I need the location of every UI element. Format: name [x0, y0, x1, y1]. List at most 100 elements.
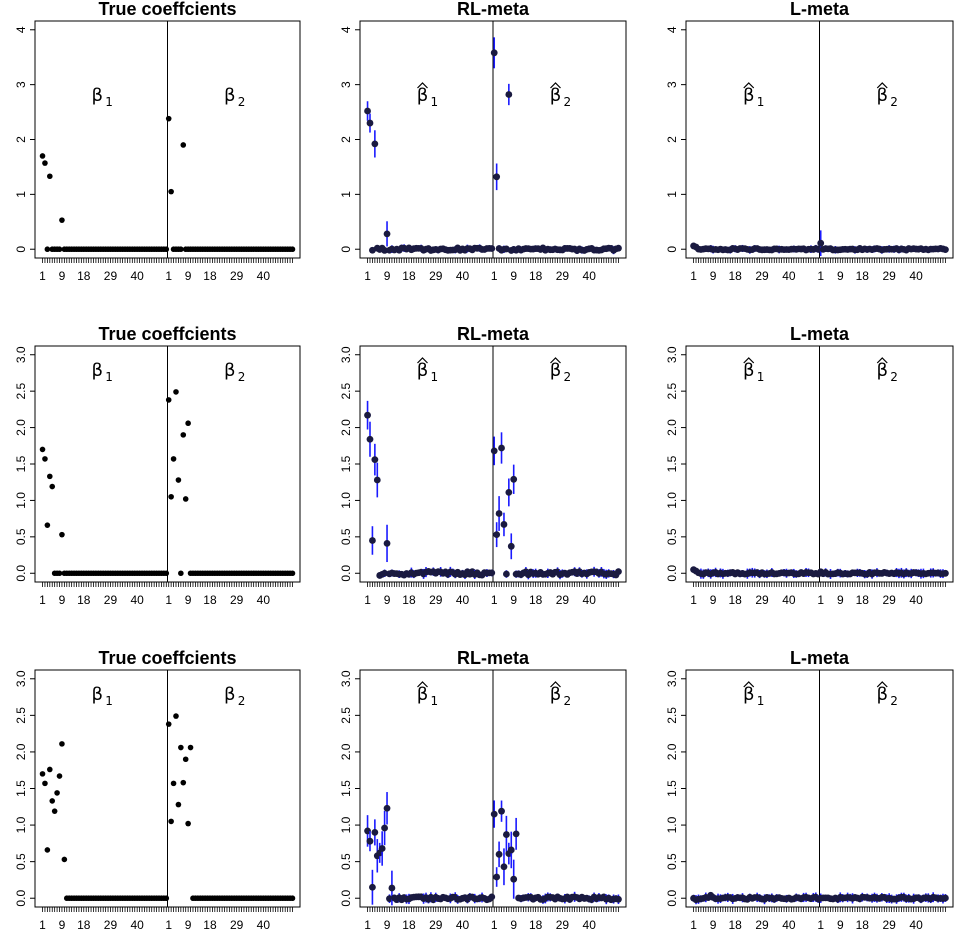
- y-tick-label: 2: [339, 136, 353, 143]
- estimate-point: [383, 230, 391, 238]
- y-tick-label: 1: [665, 191, 679, 198]
- x-tick-label: 40: [782, 269, 796, 283]
- coefficient-point: [42, 160, 48, 166]
- hat-icon: [417, 82, 428, 89]
- hat-icon: [417, 357, 428, 364]
- x-tick-label: 1: [39, 918, 46, 932]
- estimate-point: [615, 244, 622, 252]
- estimate-point: [500, 521, 508, 528]
- coefficient-point: [44, 847, 51, 853]
- x-tick-label: 9: [837, 269, 844, 283]
- coefficient-point: [47, 173, 53, 180]
- svg-text:2: 2: [890, 694, 898, 708]
- x-tick-label: 29: [755, 593, 769, 607]
- panel-title: L-meta: [790, 324, 850, 344]
- x-tick-label: 18: [77, 593, 91, 607]
- y-tick-label: 0.5: [665, 528, 679, 545]
- svg-text:β: β: [417, 85, 429, 106]
- svg-text:β: β: [877, 684, 889, 705]
- coefficient-point: [165, 397, 172, 403]
- coefficient-point: [289, 895, 296, 902]
- y-tick-label: 1.0: [339, 816, 353, 833]
- svg-text:1: 1: [431, 694, 439, 708]
- y-tick-label: 0.5: [339, 528, 353, 545]
- estimate-point: [383, 804, 391, 812]
- data-points: [690, 230, 949, 257]
- coefficient-point: [42, 780, 48, 787]
- x-tick-label: 18: [402, 593, 416, 607]
- estimate-point: [510, 475, 518, 483]
- x-tick-label: 18: [402, 269, 416, 283]
- x-tick-label: 9: [59, 918, 66, 932]
- estimate-point: [615, 568, 622, 576]
- coefficient-point: [178, 744, 184, 751]
- hat-icon: [550, 357, 561, 364]
- svg-text:β: β: [550, 85, 562, 106]
- svg-text:β: β: [417, 684, 429, 705]
- data-points: [690, 891, 949, 905]
- svg-text:2: 2: [564, 694, 572, 708]
- coefficient-point: [170, 456, 177, 462]
- coefficient-point: [44, 246, 51, 253]
- x-tick-label: 9: [185, 269, 192, 283]
- estimate-point: [364, 411, 371, 419]
- x-tick-label: 29: [429, 269, 443, 283]
- estimate-point: [817, 239, 825, 247]
- x-tick-label: 40: [456, 918, 470, 932]
- x-tick-label: 9: [384, 593, 391, 607]
- coefficient-point: [56, 246, 63, 253]
- y-tick-label: 1.5: [339, 455, 353, 472]
- x-tick-label: 40: [782, 918, 796, 932]
- x-tick-label: 29: [883, 593, 897, 607]
- estimate-point: [381, 824, 389, 832]
- y-tick-label: 0.0: [14, 565, 28, 582]
- x-tick-label: 29: [755, 918, 769, 932]
- coefficient-point: [170, 780, 177, 787]
- panel-title: RL-meta: [457, 648, 530, 668]
- y-tick-label: 0.5: [14, 853, 28, 870]
- y-tick-label: 2.5: [339, 707, 353, 724]
- coefficient-point: [289, 570, 296, 577]
- x-tick-label: 29: [230, 593, 244, 607]
- svg-text:β: β: [224, 360, 236, 381]
- y-tick-label: 1: [14, 191, 28, 198]
- svg-text:β: β: [417, 360, 429, 381]
- y-tick-label: 1.0: [665, 492, 679, 509]
- x-tick-label: 1: [690, 918, 697, 932]
- estimate-point: [502, 570, 510, 578]
- y-tick-label: 2.0: [665, 743, 679, 760]
- y-tick-label: 0: [339, 246, 353, 253]
- x-tick-label: 29: [230, 269, 244, 283]
- estimate-point: [495, 850, 503, 858]
- estimate-point: [490, 49, 498, 57]
- y-tick-label: 1.0: [14, 816, 28, 833]
- estimate-point: [942, 246, 949, 254]
- estimate-point: [495, 510, 503, 517]
- estimate-point: [366, 119, 374, 127]
- y-tick-label: 1.5: [665, 780, 679, 797]
- y-tick-label: 3.0: [339, 670, 353, 687]
- svg-text:2: 2: [564, 370, 572, 384]
- svg-text:2: 2: [238, 95, 246, 109]
- coefficient-point: [173, 713, 179, 719]
- estimate-point: [505, 489, 513, 496]
- svg-text:β: β: [224, 684, 236, 705]
- x-tick-label: 1: [690, 593, 697, 607]
- estimate-point: [371, 828, 379, 836]
- estimate-point: [369, 883, 376, 891]
- coefficient-point: [180, 142, 187, 148]
- estimate-point: [371, 456, 379, 464]
- x-tick-label: 1: [364, 593, 371, 607]
- estimate-point: [507, 846, 515, 854]
- y-tick-label: 0.0: [339, 890, 353, 907]
- svg-text:1: 1: [105, 370, 113, 384]
- y-tick-label: 2.5: [14, 707, 28, 724]
- y-tick-label: 1.5: [14, 455, 28, 472]
- estimate-point: [500, 863, 508, 871]
